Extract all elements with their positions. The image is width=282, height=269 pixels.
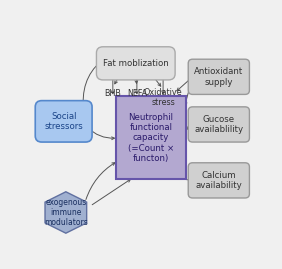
Text: Antioxidant
supply: Antioxidant supply — [194, 67, 243, 87]
Text: Gucose
availablility: Gucose availablility — [194, 115, 243, 134]
FancyBboxPatch shape — [188, 107, 249, 142]
FancyBboxPatch shape — [188, 59, 249, 94]
Text: Fat moblization: Fat moblization — [103, 59, 169, 68]
Text: exogenous
immune
modulators: exogenous immune modulators — [44, 198, 88, 227]
FancyBboxPatch shape — [188, 163, 249, 198]
FancyBboxPatch shape — [35, 101, 92, 142]
Text: Oxidative
stress: Oxidative stress — [144, 88, 182, 107]
FancyBboxPatch shape — [116, 97, 186, 179]
Polygon shape — [45, 192, 87, 233]
Text: Calcium
availability: Calcium availability — [195, 171, 242, 190]
Text: BHB: BHB — [104, 89, 121, 98]
Text: Social
stressors: Social stressors — [44, 112, 83, 131]
FancyBboxPatch shape — [96, 47, 175, 80]
Text: Neutrophil
functional
capacity
(=Count ×
functon): Neutrophil functional capacity (=Count ×… — [128, 113, 174, 163]
Text: NEFA: NEFA — [127, 89, 147, 98]
